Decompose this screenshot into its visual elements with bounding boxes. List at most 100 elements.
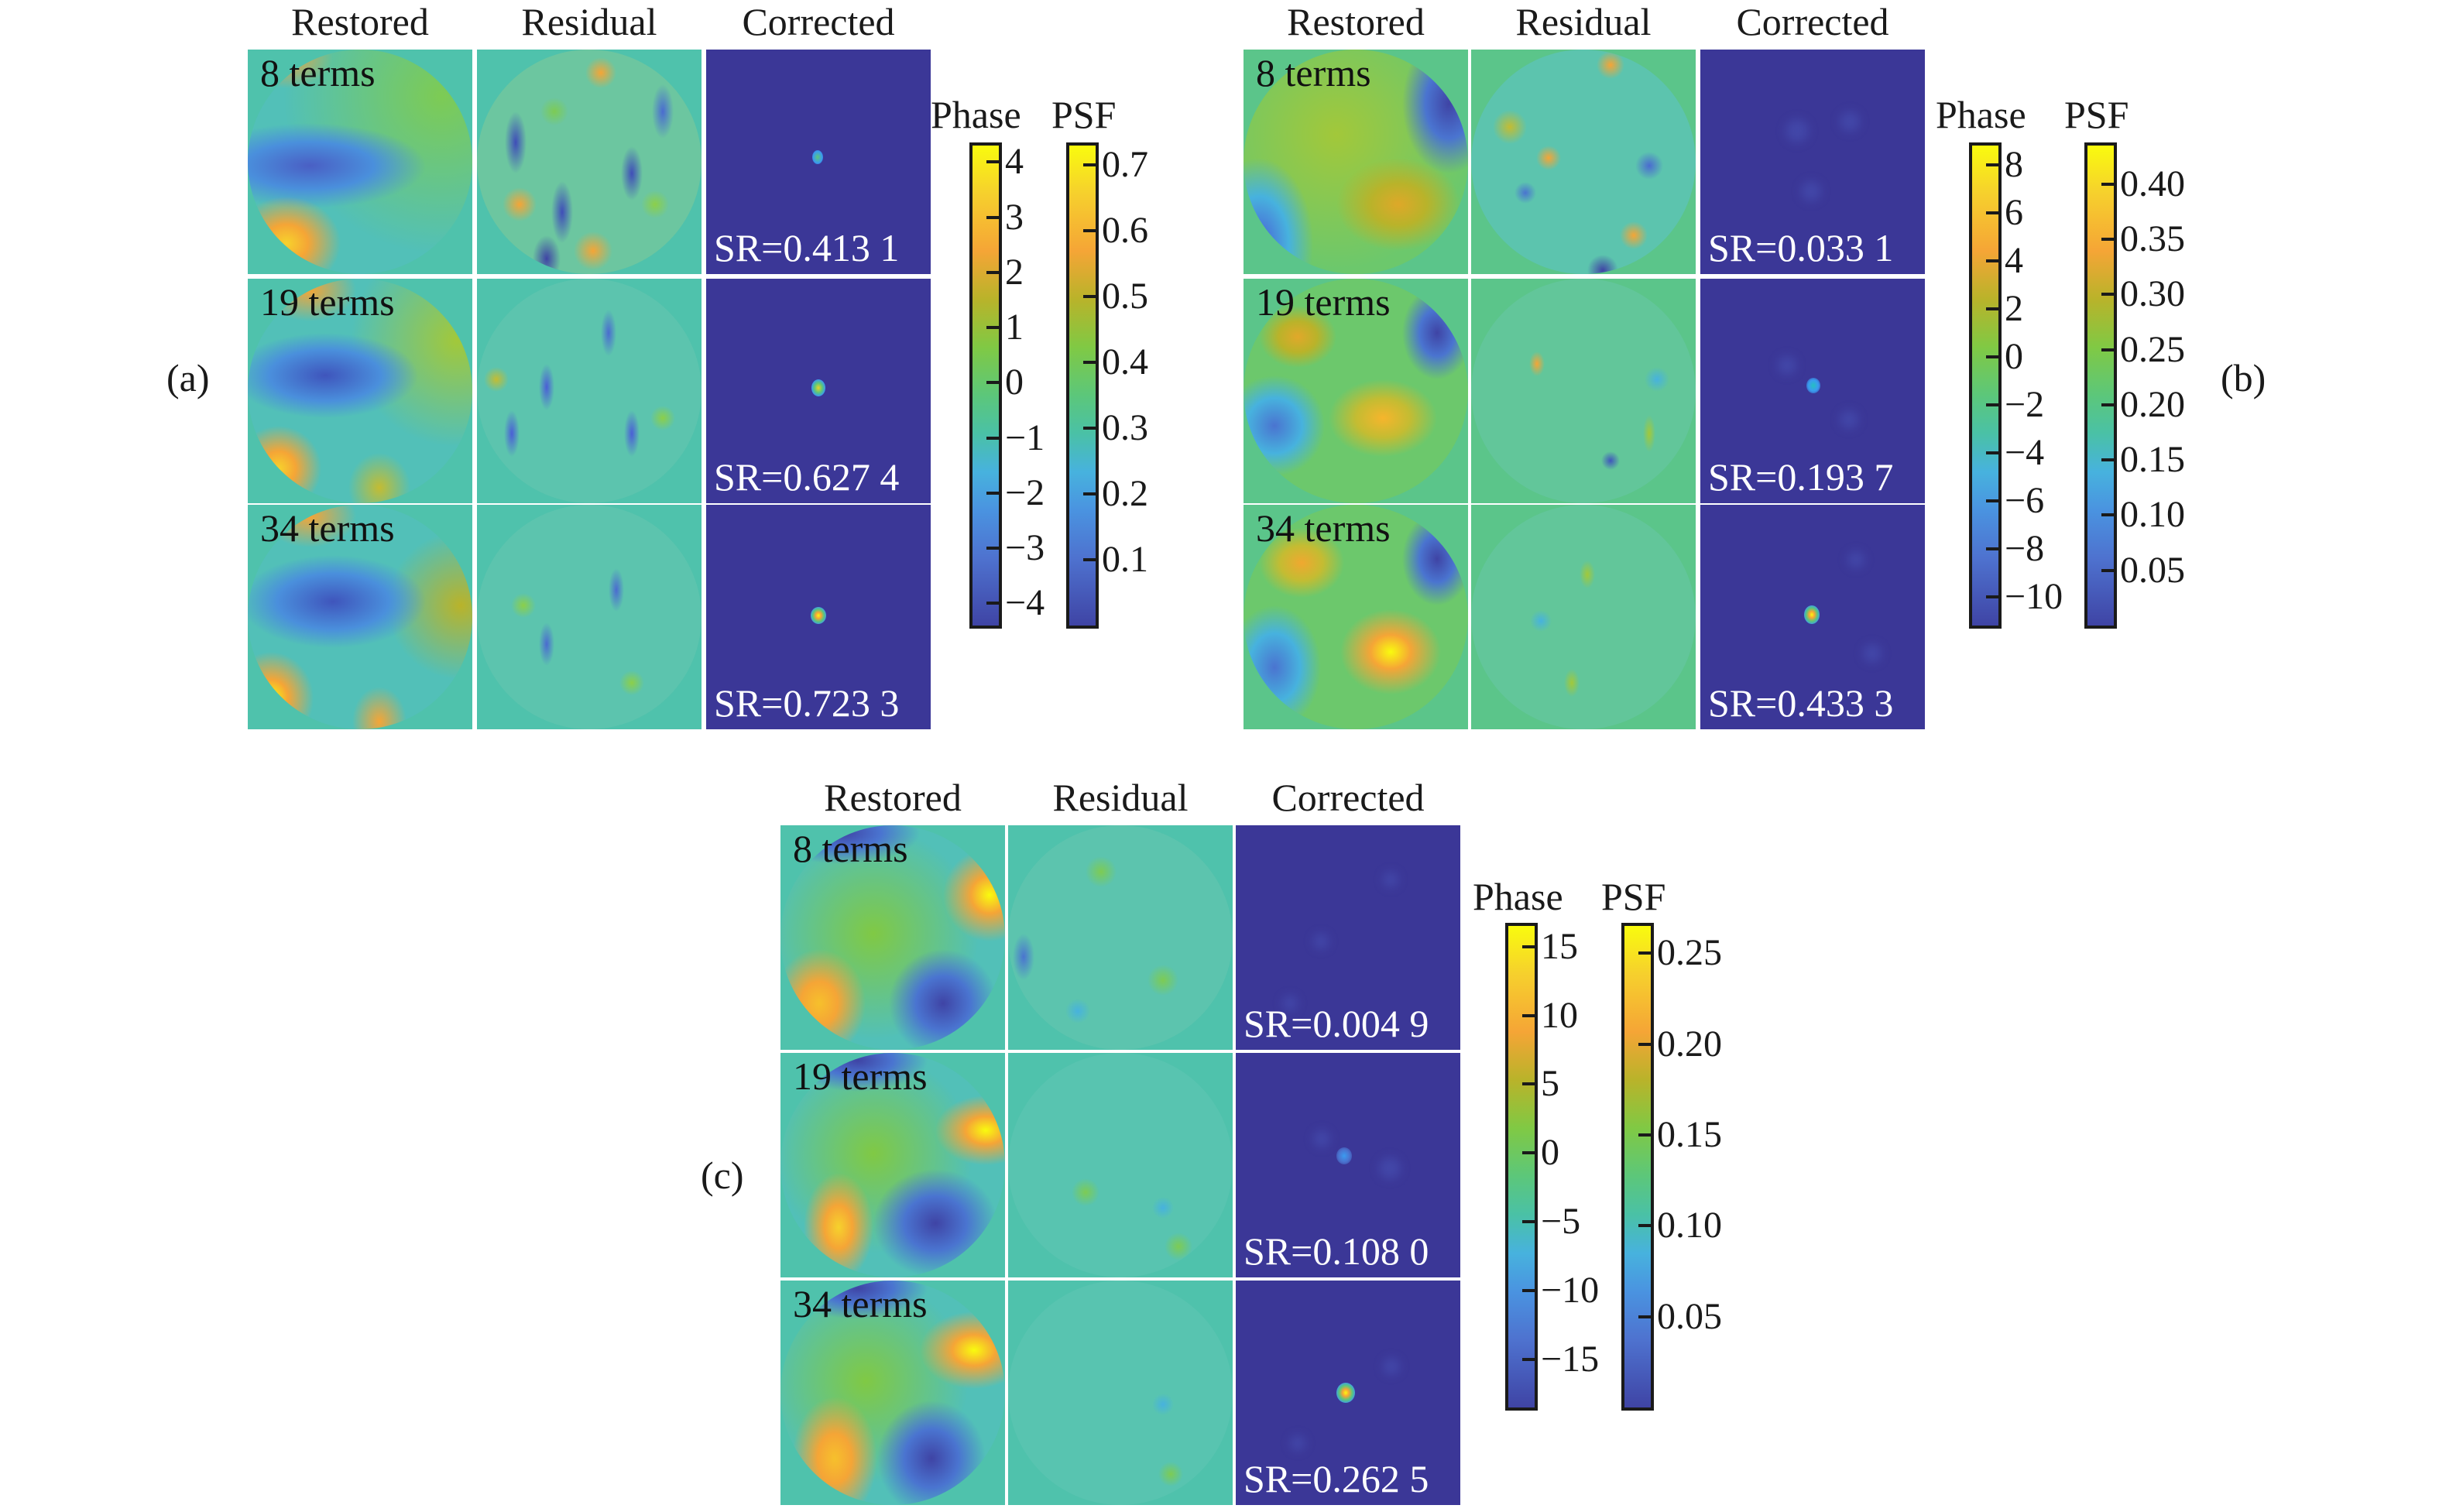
restored-phase-map: 34 terms (248, 505, 472, 729)
residual-phase-map (1471, 279, 1696, 503)
row-label: 34 terms (793, 1282, 928, 1325)
pupil-disk (477, 279, 702, 503)
residual-phase-map (1008, 1053, 1233, 1277)
corrected-psf-image: SR=0.004 9 (1236, 825, 1460, 1050)
psf-speckle (1313, 934, 1329, 949)
row-label: 8 terms (260, 51, 376, 94)
colorbar-tick (986, 270, 999, 274)
colorbar-tick-label: 0.10 (1657, 1205, 1722, 1246)
residual-phase-map (477, 50, 702, 274)
colorbar-tick (1986, 211, 1998, 214)
strehl-ratio-label: SR=0.627 4 (714, 455, 900, 499)
panel-label-b: (b) (2221, 356, 2266, 399)
colorbar-tick (2101, 182, 2114, 186)
colorbar-tick (1986, 163, 1998, 166)
psf-peak (811, 379, 825, 396)
psf-colorbar-title: PSF (1601, 875, 1666, 918)
strehl-ratio-label: SR=0.413 1 (714, 226, 900, 269)
pupil-disk (1008, 825, 1233, 1050)
column-header-residual: Residual (1515, 0, 1652, 43)
colorbar-tick (2101, 348, 2114, 351)
colorbar-tick-label: 0.15 (2120, 439, 2185, 481)
corrected-psf-image: SR=0.433 3 (1700, 505, 1925, 729)
strehl-ratio-label: SR=0.004 9 (1244, 1002, 1429, 1045)
colorbar-tick-label: 0.15 (1657, 1113, 1722, 1155)
pupil-disk (248, 279, 472, 503)
column-header-restored: Restored (291, 0, 429, 43)
colorbar-tick-label: 4 (1005, 141, 1024, 183)
colorbar-tick-label: −4 (1005, 582, 1045, 624)
colorbar-tick-label: 4 (2005, 239, 2023, 281)
colorbar-tick (986, 381, 999, 385)
colorbar-tick-label: 0.5 (1102, 276, 1148, 317)
colorbar-tick-label: 0.1 (1102, 539, 1148, 581)
colorbar-tick-label: 10 (1541, 994, 1578, 1036)
psf-peak (811, 607, 826, 624)
colorbar-tick (986, 326, 999, 330)
restored-phase-map: 8 terms (248, 50, 472, 274)
panel-label-c: (c) (701, 1154, 744, 1197)
colorbar-tick-label: 0.25 (1657, 932, 1722, 974)
colorbar-tick (1986, 451, 1998, 454)
colorbar-tick (2101, 238, 2114, 242)
strehl-ratio-label: SR=0.262 5 (1244, 1457, 1429, 1500)
column-header-restored: Restored (1287, 0, 1425, 43)
colorbar-tick-label: 0.2 (1102, 473, 1148, 515)
psf-colorbar (1621, 923, 1654, 1411)
colorbar-tick-label: 6 (2005, 191, 2023, 233)
colorbar-tick-label: 0 (2005, 335, 2023, 377)
corrected-psf-image: SR=0.108 0 (1236, 1053, 1460, 1277)
psf-speckle (1383, 1358, 1400, 1375)
restored-phase-map: 8 terms (780, 825, 1005, 1050)
colorbar-tick (986, 215, 999, 219)
phase-colorbar-title: Phase (931, 93, 1021, 136)
pupil-disk (1471, 50, 1696, 274)
psf-colorbar (1066, 142, 1099, 629)
restored-phase-map: 8 terms (1244, 50, 1468, 274)
colorbar-tick (1986, 403, 1998, 406)
psf-speckle (1379, 1157, 1401, 1179)
pupil-disk (780, 825, 1005, 1050)
row-label: 34 terms (260, 506, 395, 550)
colorbar-tick-label: 0.4 (1102, 341, 1148, 383)
colorbar-tick (986, 547, 999, 550)
colorbar-tick-label: 0.30 (2120, 273, 2185, 315)
row-label: 19 terms (260, 280, 395, 324)
psf-peak (812, 150, 823, 164)
row-label: 8 terms (793, 827, 908, 870)
colorbar-tick-label: 5 (1541, 1063, 1559, 1105)
colorbar-tick (2101, 293, 2114, 297)
corrected-psf-image: SR=0.033 1 (1700, 50, 1925, 274)
colorbar-tick (1083, 492, 1096, 496)
colorbar-tick-label: −10 (2005, 575, 2063, 617)
psf-speckle (1801, 181, 1821, 201)
colorbar-tick-label: −15 (1541, 1338, 1600, 1380)
restored-phase-map: 19 terms (248, 279, 472, 503)
colorbar-tick-label: 3 (1005, 196, 1024, 238)
phase-colorbar (1969, 142, 2002, 629)
phase-colorbar (1505, 923, 1538, 1411)
colorbar-tick-label: 0 (1005, 362, 1024, 403)
colorbar-tick (1083, 229, 1096, 233)
colorbar-tick (1986, 547, 1998, 550)
psf-peak (1806, 378, 1820, 393)
strehl-ratio-label: SR=0.723 3 (714, 681, 900, 725)
pupil-disk (780, 1281, 1005, 1505)
colorbar-tick (1083, 163, 1096, 167)
colorbar-tick-label: −3 (1005, 527, 1045, 569)
psf-speckle (1840, 410, 1858, 429)
colorbar-tick-label: −4 (2005, 431, 2045, 473)
colorbar-tick-label: −1 (1005, 417, 1045, 458)
pupil-disk (1008, 1281, 1233, 1505)
residual-phase-map (477, 505, 702, 729)
colorbar-tick-label: −10 (1541, 1269, 1600, 1311)
strehl-ratio-label: SR=0.193 7 (1708, 455, 1894, 499)
psf-colorbar-title: PSF (1051, 93, 1117, 136)
colorbar-tick-label: −2 (2005, 383, 2045, 425)
residual-phase-map (1471, 505, 1696, 729)
colorbar-tick-label: 0.25 (2120, 328, 2185, 370)
colorbar-tick-label: −6 (2005, 479, 2045, 521)
corrected-psf-image: SR=0.627 4 (706, 279, 931, 503)
colorbar-tick-label: 0.7 (1102, 144, 1148, 186)
colorbar-tick-label: −5 (1541, 1201, 1581, 1243)
